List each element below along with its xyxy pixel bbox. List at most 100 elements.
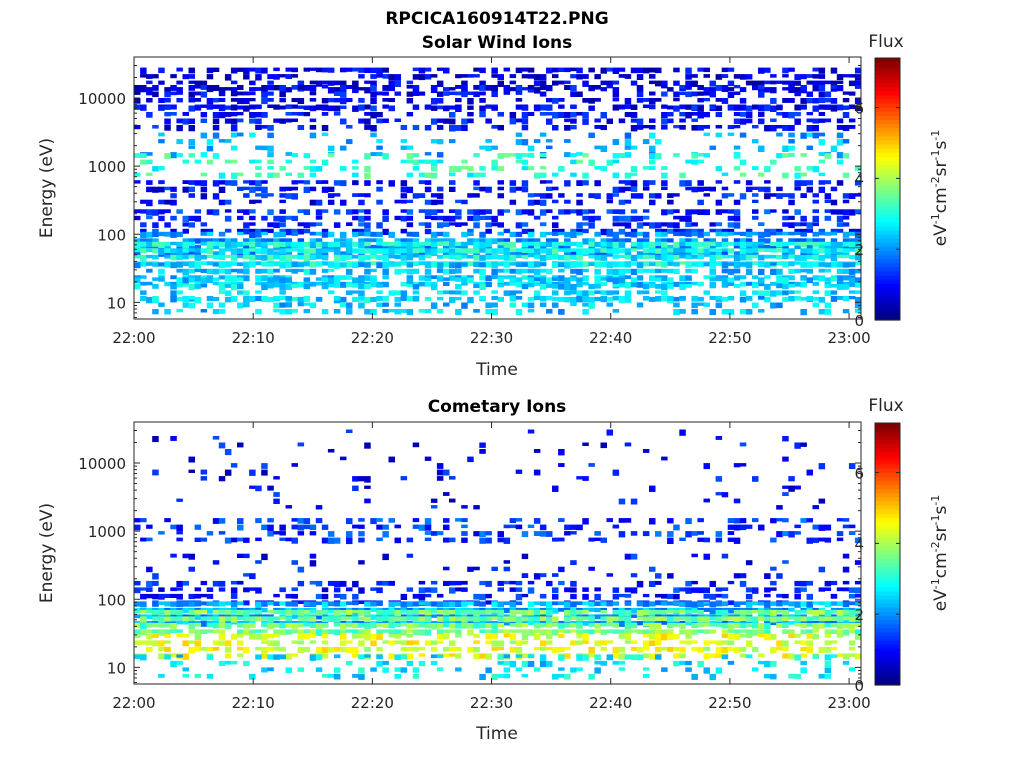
heatmap-cell xyxy=(679,215,686,222)
heatmap-cell xyxy=(497,262,504,267)
heatmap-cell xyxy=(854,261,862,266)
heatmap-cell xyxy=(842,172,850,178)
heatmap-cell xyxy=(721,172,729,176)
heatmap-cell xyxy=(812,251,819,257)
heatmap-cell xyxy=(370,98,377,105)
heatmap-cell xyxy=(752,254,759,259)
heatmap-cell xyxy=(624,74,632,79)
heatmap-cell xyxy=(309,609,317,614)
heatmap-cell xyxy=(715,436,723,440)
heatmap-cell xyxy=(812,622,819,630)
heatmap-cell xyxy=(558,633,565,638)
heatmap-cell xyxy=(618,104,626,110)
heatmap-cell xyxy=(230,580,238,585)
heatmap-cell xyxy=(200,80,208,86)
heatmap-cell xyxy=(388,74,395,81)
heatmap-cell xyxy=(576,159,583,164)
heatmap-cell xyxy=(455,74,462,79)
heatmap-cell xyxy=(243,587,250,593)
heatmap-cell xyxy=(291,609,298,614)
heatmap-cell xyxy=(170,587,177,592)
heatmap-cell xyxy=(812,505,819,510)
heatmap-cell xyxy=(691,268,698,274)
heatmap-cell xyxy=(503,620,511,626)
heatmap-cell xyxy=(842,238,850,244)
heatmap-cell xyxy=(224,209,232,213)
heatmap-cell xyxy=(818,463,826,470)
heatmap-cell xyxy=(515,209,523,216)
heatmap-cell xyxy=(661,125,668,130)
heatmap-cell xyxy=(758,118,765,125)
heatmap-cell xyxy=(764,228,771,235)
heatmap-cell xyxy=(261,112,268,118)
heatmap-cell xyxy=(794,228,801,233)
heatmap-cell xyxy=(255,296,262,302)
heatmap-cell xyxy=(800,268,807,273)
heatmap-cell xyxy=(776,601,783,607)
heatmap-cell xyxy=(291,268,298,274)
heatmap-cell xyxy=(721,640,729,645)
heatmap-cell xyxy=(655,296,662,302)
heatmap-cell xyxy=(794,622,801,627)
heatmap-cell xyxy=(249,80,256,86)
heatmap-cell xyxy=(824,281,832,286)
heatmap-cell xyxy=(564,238,571,244)
heatmap-cell xyxy=(237,228,244,234)
heatmap-cell xyxy=(509,251,517,255)
heatmap-cell xyxy=(424,222,432,228)
heatmap-cell xyxy=(673,215,680,220)
heatmap-cell xyxy=(285,248,292,253)
heatmap-cell xyxy=(140,209,147,214)
heatmap-cell xyxy=(315,248,323,254)
heatmap-cell xyxy=(152,238,159,244)
heatmap-cell xyxy=(455,646,462,652)
heatmap-cell xyxy=(188,275,195,279)
heatmap-cell xyxy=(152,91,159,98)
heatmap-cell xyxy=(170,296,177,303)
heatmap-cell xyxy=(491,105,498,111)
heatmap-cell xyxy=(673,653,680,659)
heatmap-cell xyxy=(261,469,268,476)
heatmap-cell xyxy=(703,251,710,257)
heatmap-cell xyxy=(697,296,704,302)
heatmap-cell xyxy=(715,587,723,592)
heatmap-cell xyxy=(733,125,741,129)
heatmap-cell xyxy=(527,199,535,206)
heatmap-cell xyxy=(176,616,183,620)
colorbar-segment xyxy=(875,90,900,96)
heatmap-cell xyxy=(297,254,305,260)
heatmap-cell xyxy=(297,241,305,249)
heatmap-cell xyxy=(176,629,183,633)
heatmap-cell xyxy=(388,105,395,112)
heatmap-cell xyxy=(140,222,147,228)
heatmap-cell xyxy=(515,518,523,522)
heatmap-cell xyxy=(818,180,826,185)
heatmap-cell xyxy=(218,616,226,623)
heatmap-cell xyxy=(715,180,723,184)
colorbar-segment xyxy=(875,107,900,112)
heatmap-cell xyxy=(261,640,268,644)
heatmap-cell xyxy=(727,600,735,606)
heatmap-cell xyxy=(370,622,377,629)
heatmap-cell xyxy=(618,653,626,660)
heatmap-cell xyxy=(352,281,359,288)
heatmap-cell xyxy=(479,145,486,150)
heatmap-cell xyxy=(134,277,141,284)
heatmap-cell xyxy=(776,153,783,159)
heatmap-cell xyxy=(297,262,305,268)
heatmap-cell xyxy=(497,180,504,185)
heatmap-cell xyxy=(449,498,456,503)
heatmap-cell xyxy=(685,159,692,164)
heatmap-cell xyxy=(776,302,783,309)
heatmap-cell xyxy=(182,238,189,244)
heatmap-cell xyxy=(521,118,529,125)
heatmap-cell xyxy=(412,283,420,290)
heatmap-cell xyxy=(394,241,401,247)
heatmap-cell xyxy=(382,244,389,251)
heatmap-cell xyxy=(624,112,632,118)
heatmap-cell xyxy=(352,172,359,178)
heatmap-cell xyxy=(152,580,159,586)
heatmap-cell xyxy=(176,309,183,313)
heatmap-cell xyxy=(521,248,529,254)
heatmap-cell xyxy=(776,290,783,296)
